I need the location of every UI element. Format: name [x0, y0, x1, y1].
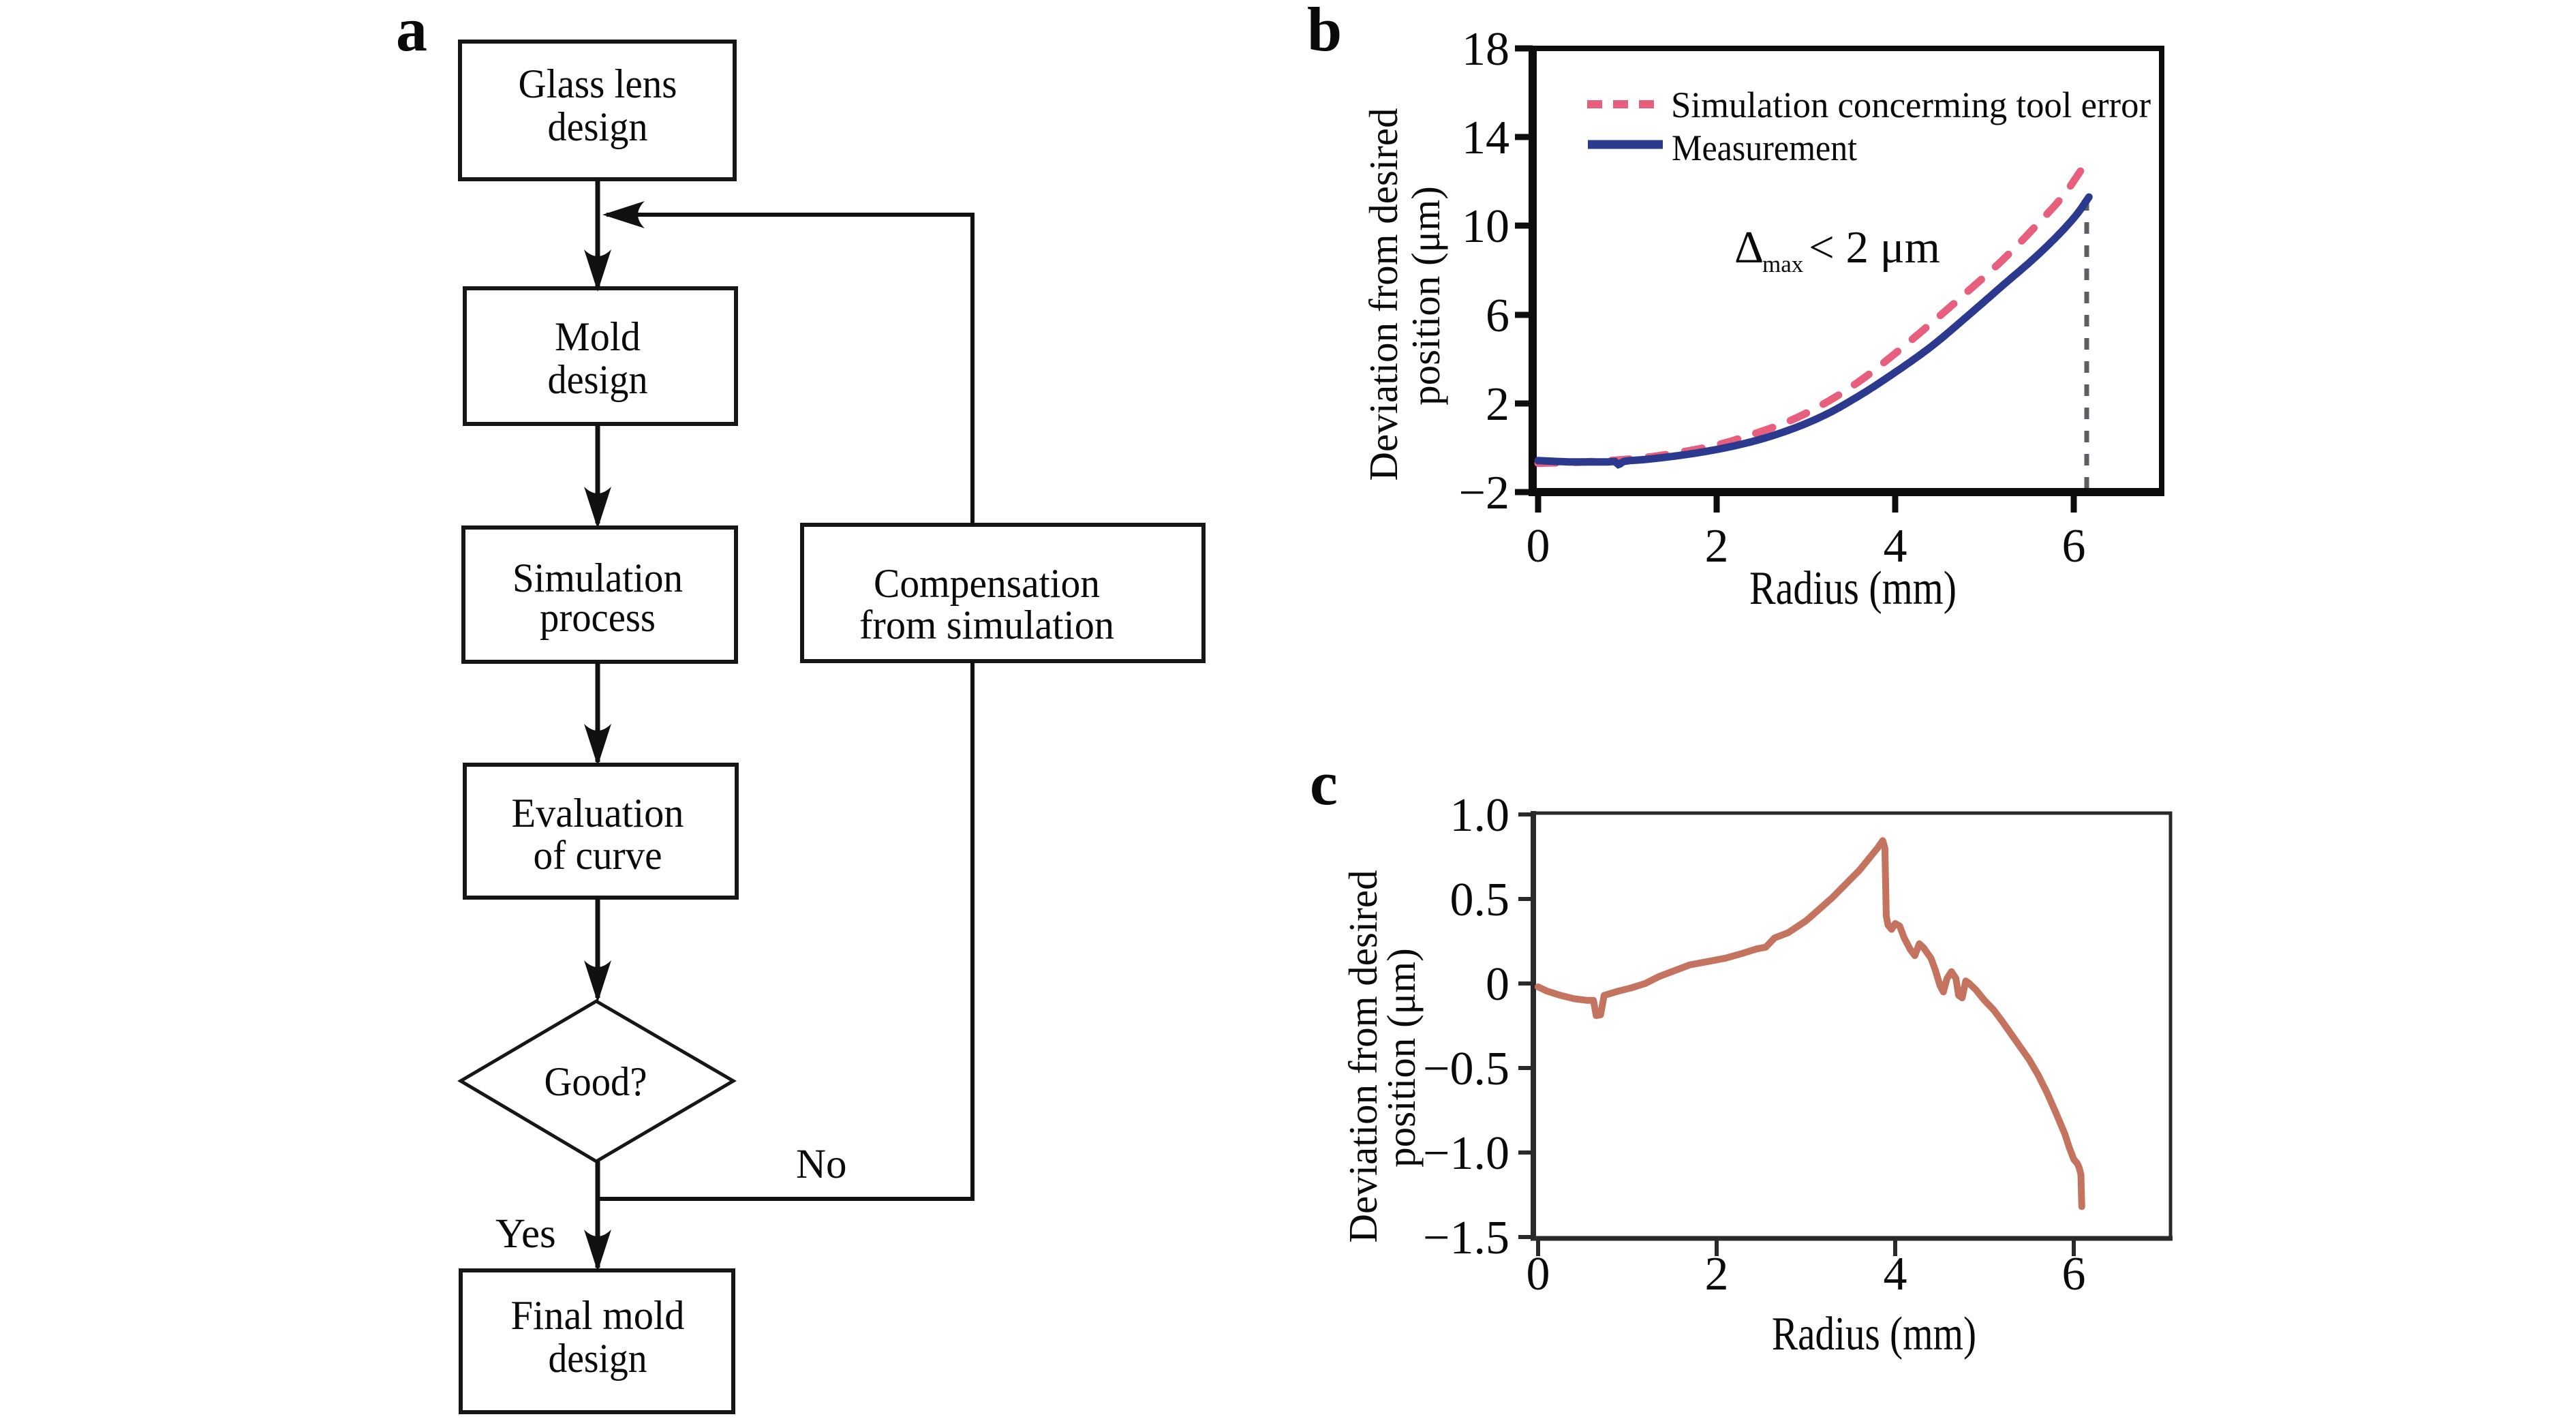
svg-text:2: 2	[1705, 1248, 1729, 1300]
svg-text:c: c	[1310, 748, 1338, 818]
svg-text:Mold: Mold	[555, 314, 641, 359]
svg-text:< 2 μm: < 2 μm	[1809, 222, 1940, 273]
svg-text:0: 0	[1527, 520, 1550, 573]
svg-text:Radius (mm): Radius (mm)	[1772, 1308, 1976, 1360]
svg-text:2: 2	[1705, 520, 1729, 573]
svg-text:Δ: Δ	[1734, 222, 1764, 273]
svg-text:max: max	[1762, 251, 1804, 277]
svg-text:process: process	[540, 595, 656, 640]
svg-text:design: design	[548, 104, 648, 149]
svg-text:position (μm): position (μm)	[1379, 948, 1424, 1168]
svg-text:b: b	[1307, 0, 1342, 64]
svg-text:position (μm): position (μm)	[1403, 186, 1448, 406]
svg-text:1.0: 1.0	[1450, 789, 1510, 842]
svg-text:Deviation from desired: Deviation from desired	[1340, 870, 1385, 1242]
svg-text:Evaluation: Evaluation	[512, 791, 684, 836]
svg-text:−1.0: −1.0	[1423, 1127, 1509, 1180]
svg-text:18: 18	[1462, 23, 1509, 76]
svg-text:from simulation: from simulation	[859, 602, 1114, 647]
svg-text:design: design	[549, 1336, 647, 1381]
svg-text:6: 6	[1486, 290, 1509, 342]
svg-text:10: 10	[1462, 200, 1509, 253]
svg-text:Glass lens: Glass lens	[519, 61, 677, 106]
svg-text:Compensation: Compensation	[874, 561, 1100, 606]
svg-text:Yes: Yes	[495, 1211, 556, 1257]
svg-text:Simulation: Simulation	[512, 555, 683, 600]
svg-text:of curve: of curve	[534, 833, 662, 878]
svg-text:Measurement: Measurement	[1672, 127, 1857, 168]
svg-text:6: 6	[2062, 1248, 2086, 1300]
svg-text:2: 2	[1486, 378, 1509, 431]
svg-text:4: 4	[1884, 520, 1907, 573]
svg-text:design: design	[548, 357, 648, 402]
svg-text:Simulation concerming tool err: Simulation concerming tool error	[1671, 85, 2151, 125]
svg-text:a: a	[396, 0, 427, 64]
svg-text:4: 4	[1884, 1248, 1907, 1300]
svg-text:0: 0	[1527, 1248, 1550, 1300]
svg-text:−2: −2	[1459, 467, 1509, 519]
svg-text:Final mold: Final mold	[511, 1293, 685, 1338]
svg-text:−0.5: −0.5	[1423, 1043, 1509, 1095]
svg-text:No: No	[796, 1142, 847, 1187]
svg-text:Deviation from desired: Deviation from desired	[1361, 108, 1406, 480]
svg-text:Radius (mm): Radius (mm)	[1749, 562, 1957, 615]
svg-text:14: 14	[1462, 112, 1509, 164]
svg-text:Good?: Good?	[545, 1059, 647, 1104]
svg-text:−1.5: −1.5	[1423, 1212, 1509, 1264]
svg-text:6: 6	[2062, 520, 2086, 573]
svg-text:0.5: 0.5	[1450, 874, 1510, 926]
svg-text:0: 0	[1486, 958, 1509, 1011]
